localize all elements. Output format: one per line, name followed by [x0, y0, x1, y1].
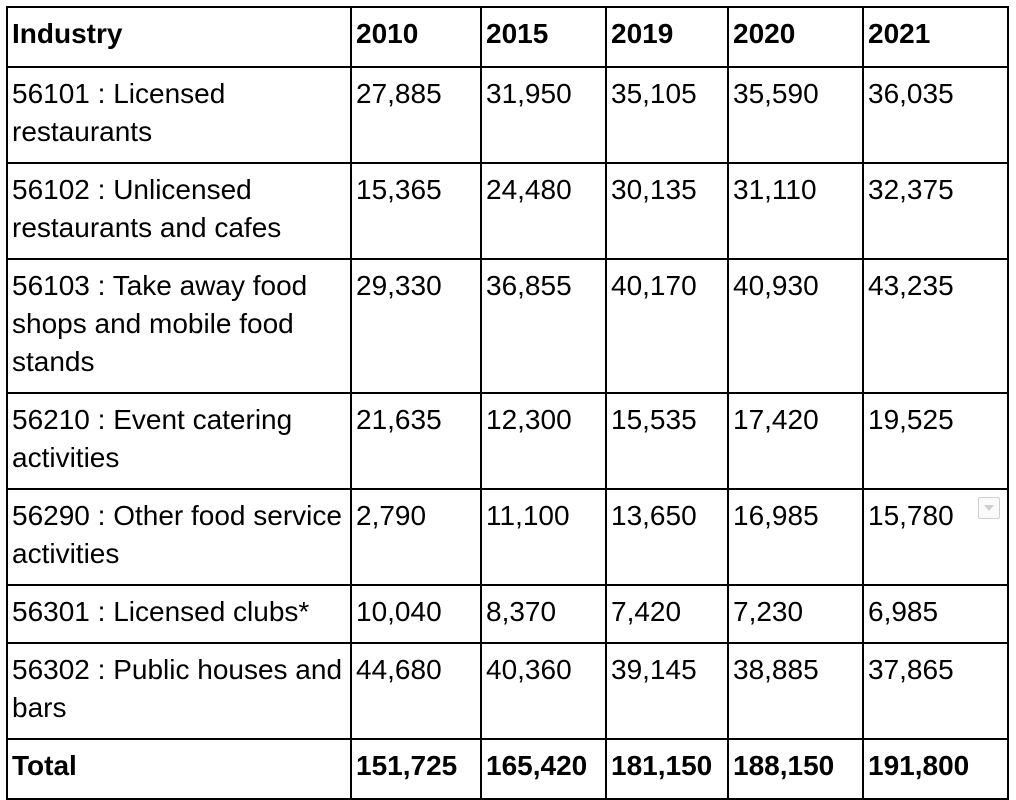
value-cell: 32,375	[862, 162, 1009, 260]
header-2019: 2019	[605, 6, 729, 68]
value-cell: 38,885	[727, 642, 864, 740]
value-text: 15,780	[868, 500, 954, 531]
value-cell: 27,885	[350, 66, 482, 164]
table-row: 56101 : Licensed restaurants 27,885 31,9…	[6, 66, 1009, 164]
total-value: 188,150	[727, 738, 864, 800]
industry-cell: 56210 : Event catering activities	[6, 392, 352, 490]
value-cell: 24,480	[480, 162, 607, 260]
header-2021: 2021	[862, 6, 1009, 68]
value-cell: 19,525	[862, 392, 1009, 490]
header-2015: 2015	[480, 6, 607, 68]
value-cell: 10,040	[350, 584, 482, 644]
header-row: Industry 2010 2015 2019 2020 2021	[6, 6, 1009, 68]
value-cell: 30,135	[605, 162, 729, 260]
value-cell: 35,105	[605, 66, 729, 164]
value-cell: 40,930	[727, 258, 864, 394]
value-cell: 7,420	[605, 584, 729, 644]
value-cell: 43,235	[862, 258, 1009, 394]
value-cell: 29,330	[350, 258, 482, 394]
industry-cell: 56302 : Public houses and bars	[6, 642, 352, 740]
data-table: Industry 2010 2015 2019 2020 2021 56101 …	[6, 6, 1009, 800]
value-cell: 15,535	[605, 392, 729, 490]
value-cell: 7,230	[727, 584, 864, 644]
value-cell: 40,170	[605, 258, 729, 394]
header-2010: 2010	[350, 6, 482, 68]
table-row: 56210 : Event catering activities 21,635…	[6, 392, 1009, 490]
value-cell: 37,865	[862, 642, 1009, 740]
value-cell: 2,790	[350, 488, 482, 586]
industry-cell: 56301 : Licensed clubs*	[6, 584, 352, 644]
total-label: Total	[6, 738, 352, 800]
table-row: 56302 : Public houses and bars 44,680 40…	[6, 642, 1009, 740]
total-value: 165,420	[480, 738, 607, 800]
value-cell: 35,590	[727, 66, 864, 164]
total-value: 191,800	[862, 738, 1009, 800]
total-row: Total 151,725 165,420 181,150 188,150 19…	[6, 738, 1009, 800]
header-industry: Industry	[6, 6, 352, 68]
table-row: 56290 : Other food service activities 2,…	[6, 488, 1009, 586]
value-cell: 15,780	[862, 488, 1009, 586]
industry-cell: 56102 : Unlicensed restaurants and cafes	[6, 162, 352, 260]
value-cell: 44,680	[350, 642, 482, 740]
table-row: 56102 : Unlicensed restaurants and cafes…	[6, 162, 1009, 260]
table-row: 56301 : Licensed clubs* 10,040 8,370 7,4…	[6, 584, 1009, 644]
table-row: 56103 : Take away food shops and mobile …	[6, 258, 1009, 394]
value-cell: 6,985	[862, 584, 1009, 644]
value-cell: 21,635	[350, 392, 482, 490]
value-cell: 40,360	[480, 642, 607, 740]
value-cell: 31,950	[480, 66, 607, 164]
industry-cell: 56290 : Other food service activities	[6, 488, 352, 586]
value-cell: 13,650	[605, 488, 729, 586]
value-cell: 17,420	[727, 392, 864, 490]
value-cell: 36,855	[480, 258, 607, 394]
industry-cell: 56101 : Licensed restaurants	[6, 66, 352, 164]
total-value: 151,725	[350, 738, 482, 800]
value-cell: 12,300	[480, 392, 607, 490]
chevron-down-icon[interactable]	[978, 497, 1000, 519]
value-cell: 31,110	[727, 162, 864, 260]
total-value: 181,150	[605, 738, 729, 800]
industry-cell: 56103 : Take away food shops and mobile …	[6, 258, 352, 394]
value-cell: 39,145	[605, 642, 729, 740]
value-cell: 36,035	[862, 66, 1009, 164]
header-2020: 2020	[727, 6, 864, 68]
value-cell: 8,370	[480, 584, 607, 644]
value-cell: 11,100	[480, 488, 607, 586]
value-cell: 15,365	[350, 162, 482, 260]
value-cell: 16,985	[727, 488, 864, 586]
